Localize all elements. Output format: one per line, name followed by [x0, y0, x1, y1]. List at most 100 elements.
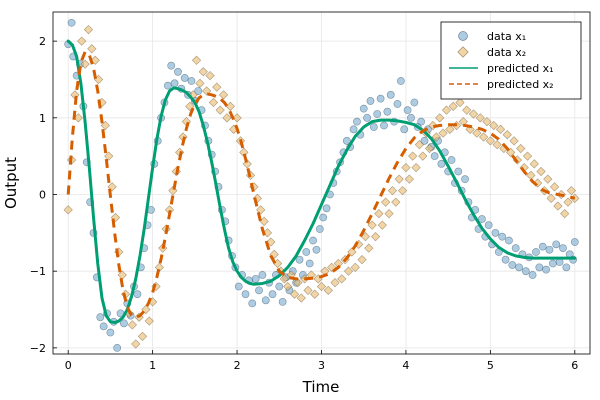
axis-ticks: 0 1 2 3 4 5 6 −2 −1 0 1 2 [30, 35, 579, 372]
point-data-x2 [489, 120, 499, 131]
point-data-x1 [353, 117, 361, 126]
point-data-x1 [133, 290, 142, 299]
point-data-x2 [529, 159, 539, 169]
point-data-x2 [367, 220, 377, 230]
y-axis-label: Output [2, 157, 20, 209]
point-data-x1 [373, 110, 382, 118]
point-data-x2 [131, 339, 141, 349]
point-data-x2 [455, 97, 465, 108]
point-data-x2 [418, 151, 428, 161]
point-data-x2 [381, 197, 391, 207]
point-data-x1 [521, 267, 530, 276]
point-data-x1 [386, 90, 395, 99]
point-data-x1 [180, 74, 189, 82]
point-data-x2 [478, 132, 489, 142]
point-data-x2 [522, 151, 533, 161]
point-data-x1 [396, 77, 405, 85]
point-data-x2 [330, 278, 340, 288]
point-data-x1 [363, 113, 371, 122]
point-data-x2 [303, 285, 313, 295]
point-data-x1 [113, 343, 122, 352]
point-data-x2 [563, 197, 573, 207]
point-data-x1 [454, 167, 463, 176]
point-data-x2 [232, 113, 242, 123]
point-data-x2 [408, 151, 418, 161]
point-data-x2 [256, 205, 266, 215]
point-data-x1 [234, 282, 243, 291]
point-data-x2 [137, 331, 148, 341]
point-data-x2 [438, 128, 448, 138]
point-data-x2 [215, 105, 225, 115]
point-data-x2 [195, 78, 205, 88]
point-data-x1 [542, 265, 550, 274]
point-data-x2 [411, 163, 421, 173]
point-data-x2 [475, 113, 485, 123]
point-data-x2 [323, 285, 333, 295]
point-data-x1 [278, 297, 287, 306]
y-tick-label: −1 [30, 265, 46, 278]
point-data-x2 [549, 182, 560, 192]
point-data-x2 [198, 67, 208, 77]
point-data-x1 [417, 117, 426, 126]
point-data-x2 [205, 71, 215, 81]
line-predicted-x2 [66, 50, 576, 319]
point-data-x2 [266, 237, 276, 247]
point-data-x2 [462, 105, 472, 115]
point-data-x2 [100, 120, 110, 131]
point-data-x1 [167, 61, 176, 70]
point-data-x2 [293, 278, 303, 288]
point-data-x1 [275, 282, 284, 291]
point-data-x2 [107, 182, 117, 192]
point-data-x2 [185, 101, 195, 111]
point-data-x2 [87, 44, 97, 54]
point-data-x2 [357, 255, 367, 265]
point-data-x2 [566, 186, 577, 196]
y-tick-label: 1 [39, 112, 46, 125]
point-data-x1 [535, 263, 544, 272]
point-data-x2 [553, 201, 563, 211]
point-data-x2 [296, 293, 306, 303]
point-data-x1 [562, 263, 571, 272]
point-data-x1 [366, 97, 375, 105]
point-data-x2 [495, 124, 506, 134]
point-data-x1 [570, 238, 579, 246]
point-data-x1 [545, 245, 554, 254]
point-data-x1 [403, 106, 412, 115]
point-data-x2 [63, 205, 73, 215]
point-data-x1 [187, 77, 196, 85]
x-tick-label: 0 [65, 359, 72, 372]
point-data-x1 [511, 244, 520, 253]
point-data-x1 [96, 313, 105, 322]
x-tick-label: 4 [402, 359, 409, 372]
point-data-x1 [315, 225, 324, 233]
point-data-x2 [441, 105, 452, 115]
point-data-x2 [543, 174, 553, 184]
point-data-x2 [218, 90, 229, 100]
point-data-x2 [316, 281, 327, 292]
point-data-x1 [261, 296, 270, 305]
point-data-x2 [377, 220, 387, 230]
point-data-x1 [349, 125, 358, 134]
legend-marker-data-x2 [457, 46, 469, 58]
point-data-x1 [359, 104, 368, 113]
point-data-x1 [552, 240, 561, 249]
point-data-x2 [212, 82, 222, 92]
point-data-x1 [120, 319, 128, 328]
point-data-x1 [461, 175, 469, 184]
point-data-x2 [397, 186, 408, 196]
point-data-x1 [407, 113, 415, 122]
point-data-x1 [312, 245, 321, 254]
point-data-x1 [380, 121, 388, 130]
point-data-x1 [170, 79, 179, 88]
point-data-x1 [430, 152, 439, 161]
plot-area [63, 18, 580, 352]
point-data-x1 [67, 18, 76, 27]
point-data-x2 [502, 130, 512, 140]
point-data-x2 [482, 117, 492, 127]
point-data-x2 [445, 124, 455, 134]
point-data-x1 [538, 242, 547, 251]
legend-label: predicted x₁ [487, 62, 554, 75]
legend: data x₁ data x₂ predicted x₁ predicted x₂ [440, 21, 582, 100]
x-tick-label: 2 [234, 359, 241, 372]
point-data-x2 [394, 174, 404, 184]
